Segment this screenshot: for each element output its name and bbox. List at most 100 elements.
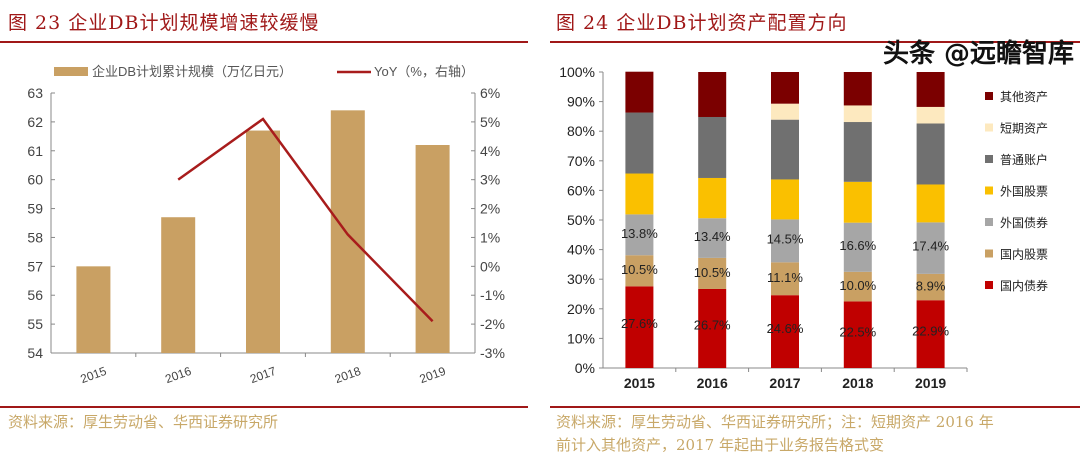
legend-label: 国内股票 — [1000, 248, 1048, 262]
x-tick-label: 2018 — [333, 364, 363, 386]
y-tick-label: 56 — [27, 287, 43, 303]
stack-segment — [625, 71, 654, 113]
data-label: 10.0% — [839, 278, 876, 293]
left-source: 资料来源：厚生劳动省、华西证券研究所 — [8, 413, 279, 431]
stack-segment — [843, 105, 872, 123]
legend-label-line: YoY（%，右轴） — [374, 64, 474, 79]
y2-tick-label: 0% — [480, 258, 500, 274]
y-tick-label: 40% — [567, 242, 595, 258]
stack-segment — [625, 112, 654, 174]
data-label: 8.9% — [916, 279, 946, 294]
bar — [415, 145, 450, 353]
x-tick-label: 2017 — [769, 375, 800, 391]
right-source-line2: 前计入其他资产，2017 年起由于业务报告格式变 — [556, 436, 884, 454]
watermark: 头条 @远瞻智库 — [882, 39, 1074, 69]
y-tick-label: 70% — [567, 153, 595, 169]
y-tick-label: 58 — [27, 229, 43, 245]
stack-segment — [625, 173, 654, 215]
stack-segment — [771, 262, 799, 296]
y2-tick-label: 1% — [480, 229, 500, 245]
x-tick-label: 2018 — [842, 375, 873, 391]
data-label: 14.5% — [767, 232, 804, 247]
x-tick-label: 2016 — [163, 364, 193, 386]
stack-segment — [625, 286, 654, 368]
data-label: 26.7% — [694, 318, 731, 333]
x-tick-label: 2016 — [697, 375, 728, 391]
y-tick-label: 62 — [27, 114, 43, 130]
stack-segment — [698, 288, 727, 368]
right-source-line1: 资料来源：厚生劳动省、华西证券研究所；注：短期资产 2016 年 — [556, 413, 994, 431]
stack-segment — [698, 218, 727, 258]
y-tick-label: 60% — [567, 182, 595, 198]
stack-segment — [771, 219, 799, 263]
y2-tick-label: 4% — [480, 143, 500, 159]
legend-label: 外国股票 — [1000, 185, 1048, 199]
y-tick-label: 50% — [567, 212, 595, 228]
data-label: 13.8% — [621, 226, 658, 241]
y-tick-label: 60 — [27, 172, 43, 188]
y-tick-label: 30% — [567, 271, 595, 287]
stack-segment — [916, 300, 945, 368]
y-tick-label: 57 — [27, 258, 43, 274]
y2-tick-label: -3% — [480, 345, 505, 361]
y-tick-label: 100% — [559, 64, 595, 80]
data-label: 16.6% — [839, 238, 876, 253]
legend-label: 外国债券 — [1000, 215, 1048, 230]
stack-segment — [916, 72, 945, 107]
data-label: 10.5% — [621, 262, 658, 277]
y2-tick-label: 6% — [480, 85, 500, 101]
data-label: 27.6% — [621, 316, 658, 331]
stack-segment — [916, 123, 945, 185]
stack-segment — [771, 119, 799, 180]
legend-swatch — [985, 249, 993, 258]
data-label: 24.6% — [767, 321, 804, 336]
data-label: 13.4% — [694, 229, 731, 244]
stack-segment — [916, 184, 945, 223]
data-label: 22.9% — [912, 324, 949, 339]
legend-label-bar: 企业DB计划累计规模（万亿日元） — [92, 64, 292, 79]
right-title-rule — [550, 41, 1080, 43]
y-tick-label: 55 — [27, 316, 43, 332]
data-label: 10.5% — [694, 265, 731, 280]
y-tick-label: 61 — [27, 143, 43, 159]
y2-tick-label: 5% — [480, 114, 500, 130]
stack-segment — [916, 106, 945, 124]
y2-tick-label: 3% — [480, 172, 500, 188]
x-tick-label: 2019 — [418, 364, 448, 386]
legend-swatch — [985, 92, 993, 100]
stack-segment — [843, 72, 872, 106]
stack-segment — [843, 271, 872, 302]
data-label: 22.5% — [839, 324, 876, 339]
y-tick-label: 0% — [575, 360, 595, 376]
stack-segment — [843, 181, 872, 223]
left-chart-title: 图 23 企业DB计划规模增速较缓慢 — [8, 12, 320, 34]
stack-segment — [843, 222, 872, 272]
legend-label: 短期资产 — [1000, 122, 1048, 136]
bar — [330, 110, 365, 353]
yoy-line — [177, 117, 434, 323]
x-tick-label: 2015 — [624, 375, 655, 391]
y2-tick-label: -1% — [480, 287, 505, 303]
stack-segment — [843, 301, 872, 368]
bar — [76, 266, 111, 353]
stack-segment — [916, 273, 945, 301]
legend-label: 国内债券 — [1000, 278, 1048, 293]
stack-segment — [843, 122, 872, 182]
y-tick-label: 90% — [567, 94, 595, 110]
legend-label: 普通账户 — [1000, 152, 1048, 167]
y-tick-label: 54 — [27, 345, 43, 361]
y-tick-label: 20% — [567, 301, 595, 317]
left-footer-rule — [0, 406, 528, 408]
stack-segment — [771, 103, 799, 120]
y-tick-label: 80% — [567, 123, 595, 139]
legend-label: 其他资产 — [1000, 90, 1048, 104]
data-label: 17.4% — [912, 239, 949, 254]
left-title-rule — [0, 41, 528, 43]
legend-swatch — [985, 186, 993, 195]
y2-tick-label: -2% — [480, 316, 505, 332]
stack-segment — [698, 177, 727, 219]
right-chart-title: 图 24 企业DB计划资产配置方向 — [556, 12, 848, 34]
stack-segment — [625, 214, 654, 256]
right-footer-rule — [550, 406, 1080, 408]
